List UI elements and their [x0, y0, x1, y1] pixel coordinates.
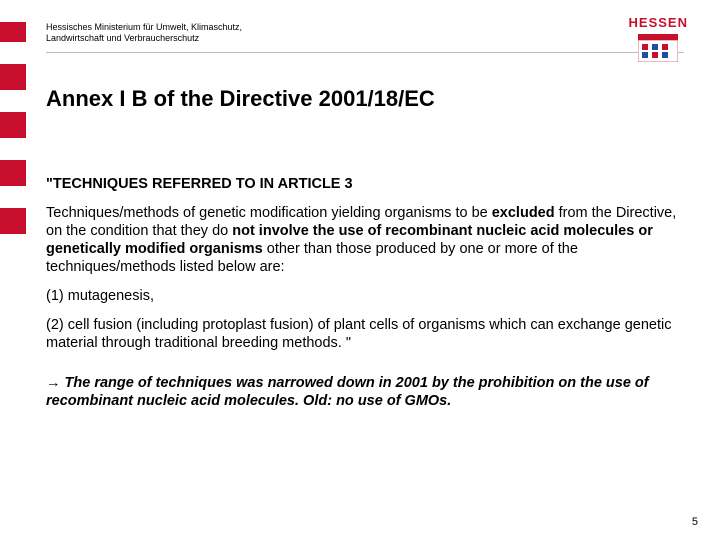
left-accent-bars: [0, 22, 26, 256]
body-content: "TECHNIQUES REFERRED TO IN ARTICLE 3 Tec…: [46, 175, 684, 421]
main-paragraph: Techniques/methods of genetic modificati…: [46, 204, 684, 276]
ministry-header: Hessisches Ministerium für Umwelt, Klima…: [46, 22, 242, 44]
ministry-line1: Hessisches Ministerium für Umwelt, Klima…: [46, 22, 242, 33]
brand-label: HESSEN: [629, 15, 688, 30]
accent-bar: [0, 112, 26, 138]
accent-bar: [0, 208, 26, 234]
accent-bar: [0, 160, 26, 186]
accent-bar: [0, 64, 26, 90]
accent-bar: [0, 22, 26, 42]
footnote: → The range of techniques was narrowed d…: [46, 374, 684, 410]
list-item-1: (1) mutagenesis,: [46, 287, 684, 305]
brand-block: HESSEN: [629, 15, 688, 62]
header-rule: [46, 52, 684, 53]
techniques-heading: "TECHNIQUES REFERRED TO IN ARTICLE 3: [46, 175, 684, 193]
hessen-coat-of-arms-icon: [638, 34, 678, 62]
slide: Hessisches Ministerium für Umwelt, Klima…: [0, 0, 720, 540]
ministry-line2: Landwirtschaft und Verbraucherschutz: [46, 33, 242, 44]
list-item-2: (2) cell fusion (including protoplast fu…: [46, 316, 684, 352]
page-title: Annex I B of the Directive 2001/18/EC: [46, 86, 435, 112]
page-number: 5: [692, 516, 698, 528]
